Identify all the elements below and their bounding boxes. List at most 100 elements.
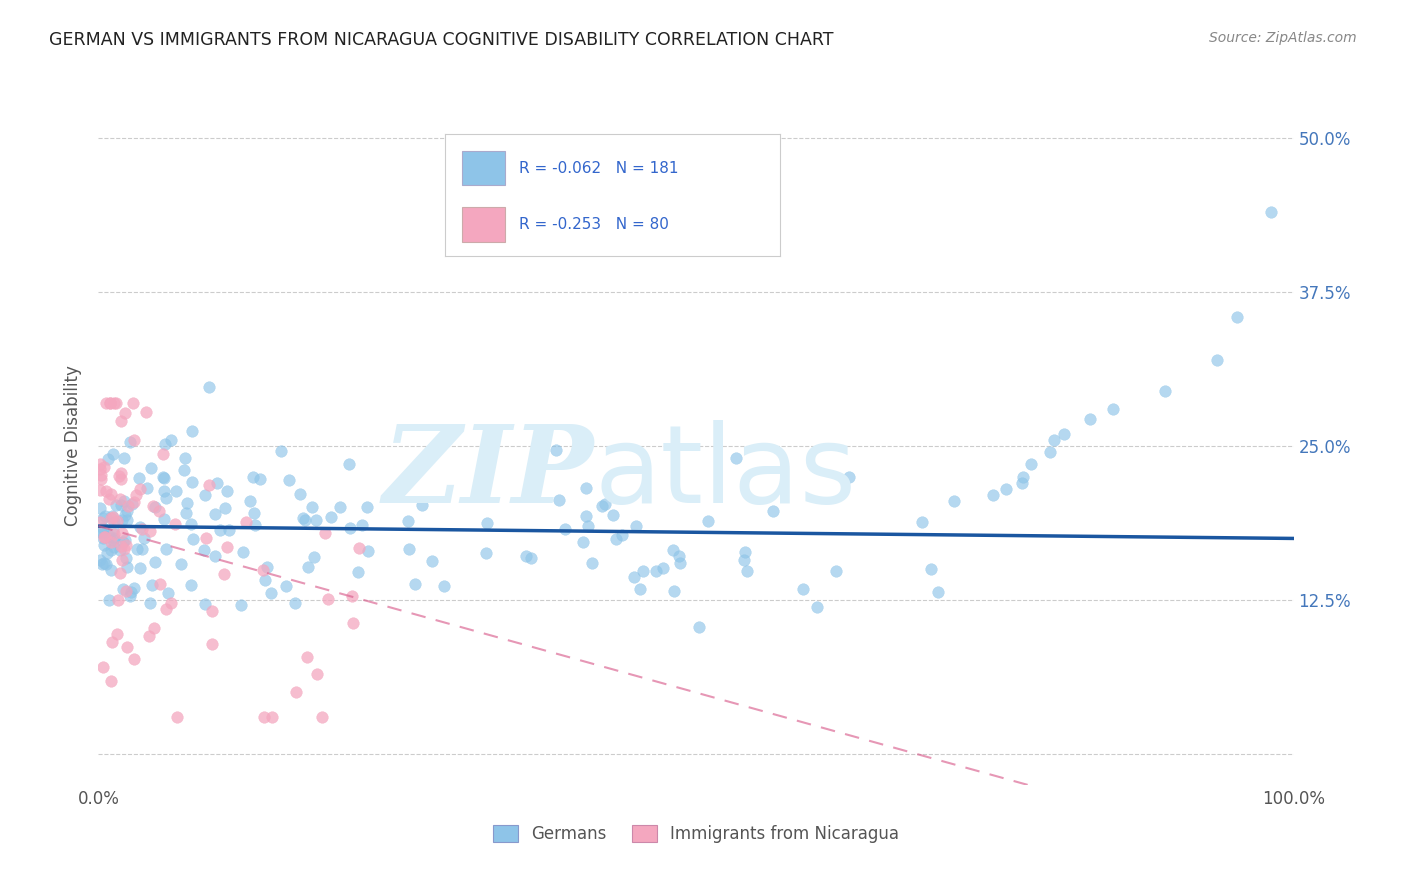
Point xyxy=(394,475,416,489)
Point xyxy=(160,433,183,447)
Point xyxy=(1043,433,1066,447)
Point xyxy=(94,509,117,524)
Point xyxy=(201,604,224,618)
Point xyxy=(291,510,314,524)
Point xyxy=(101,447,124,461)
Point xyxy=(114,450,136,465)
Point xyxy=(115,551,138,566)
Point xyxy=(108,566,131,580)
Point xyxy=(105,514,128,528)
Point xyxy=(107,592,129,607)
Point xyxy=(100,510,122,524)
Point xyxy=(668,556,690,570)
Point xyxy=(105,396,128,410)
Text: ZIP: ZIP xyxy=(382,420,595,526)
Point xyxy=(339,521,361,535)
Point xyxy=(792,582,814,597)
Text: GERMAN VS IMMIGRANTS FROM NICARAGUA COGNITIVE DISABILITY CORRELATION CHART: GERMAN VS IMMIGRANTS FROM NICARAGUA COGN… xyxy=(49,31,834,49)
Point xyxy=(180,517,202,532)
Point xyxy=(838,470,860,484)
Point xyxy=(581,556,603,570)
Point xyxy=(297,650,319,665)
Point xyxy=(131,541,153,556)
Point xyxy=(100,563,122,577)
Point xyxy=(204,507,226,521)
Point xyxy=(214,567,236,582)
Point xyxy=(98,592,121,607)
Point xyxy=(346,566,368,580)
Point xyxy=(1102,402,1125,417)
Point xyxy=(342,615,364,630)
Point xyxy=(110,498,132,512)
Point xyxy=(129,482,152,496)
Point xyxy=(114,538,136,552)
Point xyxy=(155,437,177,451)
Point xyxy=(329,500,352,514)
Point xyxy=(311,710,333,724)
Point xyxy=(90,524,112,539)
Point xyxy=(89,553,111,567)
Point xyxy=(122,433,145,447)
Point xyxy=(605,533,627,547)
Point xyxy=(115,504,138,518)
Point xyxy=(143,500,166,514)
Point xyxy=(318,591,340,606)
Point xyxy=(120,585,142,599)
Point xyxy=(195,531,218,545)
Point xyxy=(174,450,197,465)
Point xyxy=(117,499,139,513)
Point xyxy=(165,484,187,499)
Point xyxy=(644,565,666,579)
Point xyxy=(141,578,163,592)
Point xyxy=(129,519,152,533)
Point xyxy=(242,506,264,520)
Point xyxy=(115,560,138,574)
Point xyxy=(180,578,202,592)
Point xyxy=(239,493,262,508)
Point xyxy=(90,526,112,541)
Point xyxy=(433,579,456,593)
Point xyxy=(149,577,172,591)
Point xyxy=(927,585,949,599)
Point xyxy=(243,518,266,533)
Point xyxy=(105,626,128,640)
Point xyxy=(89,501,111,516)
Point xyxy=(100,674,122,689)
Point xyxy=(153,483,176,498)
Point xyxy=(1012,470,1035,484)
Point xyxy=(139,596,162,610)
Point xyxy=(981,488,1004,502)
Point xyxy=(98,396,121,410)
Point xyxy=(103,531,125,545)
Point xyxy=(89,515,111,529)
Point xyxy=(252,563,274,577)
Point xyxy=(143,555,166,569)
Point xyxy=(337,457,360,471)
Point xyxy=(305,667,328,681)
Point xyxy=(135,405,157,419)
Point xyxy=(111,513,134,527)
Point xyxy=(262,710,284,724)
Point xyxy=(1053,426,1076,441)
Point xyxy=(115,583,138,598)
Point xyxy=(122,495,145,509)
Point xyxy=(347,541,370,555)
Point xyxy=(193,542,215,557)
Point xyxy=(229,598,252,612)
Point xyxy=(943,494,966,508)
Point xyxy=(205,475,228,490)
Point xyxy=(110,466,132,480)
Point xyxy=(112,541,135,556)
Point xyxy=(128,471,150,485)
Point xyxy=(249,472,271,486)
Point xyxy=(1021,458,1043,472)
Text: atlas: atlas xyxy=(595,420,856,526)
Point xyxy=(301,500,323,514)
Point xyxy=(277,473,299,487)
Point xyxy=(139,524,162,538)
Point xyxy=(1260,204,1282,219)
Point xyxy=(139,461,162,475)
Point xyxy=(100,486,122,500)
Point xyxy=(98,529,121,543)
Point xyxy=(208,523,231,537)
